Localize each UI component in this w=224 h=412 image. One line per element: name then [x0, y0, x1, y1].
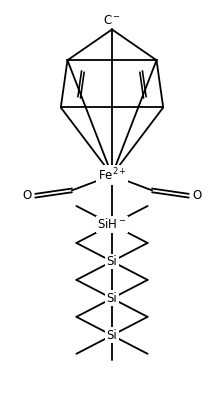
Text: Si: Si	[107, 255, 117, 268]
Text: O: O	[192, 189, 201, 202]
Text: Si: Si	[107, 329, 117, 342]
Text: SiH$^-$: SiH$^-$	[97, 218, 127, 232]
Text: Fe$^{2+}$: Fe$^{2+}$	[97, 167, 127, 183]
Text: Si: Si	[107, 292, 117, 305]
Text: C$^-$: C$^-$	[103, 14, 121, 27]
Text: O: O	[23, 189, 32, 202]
